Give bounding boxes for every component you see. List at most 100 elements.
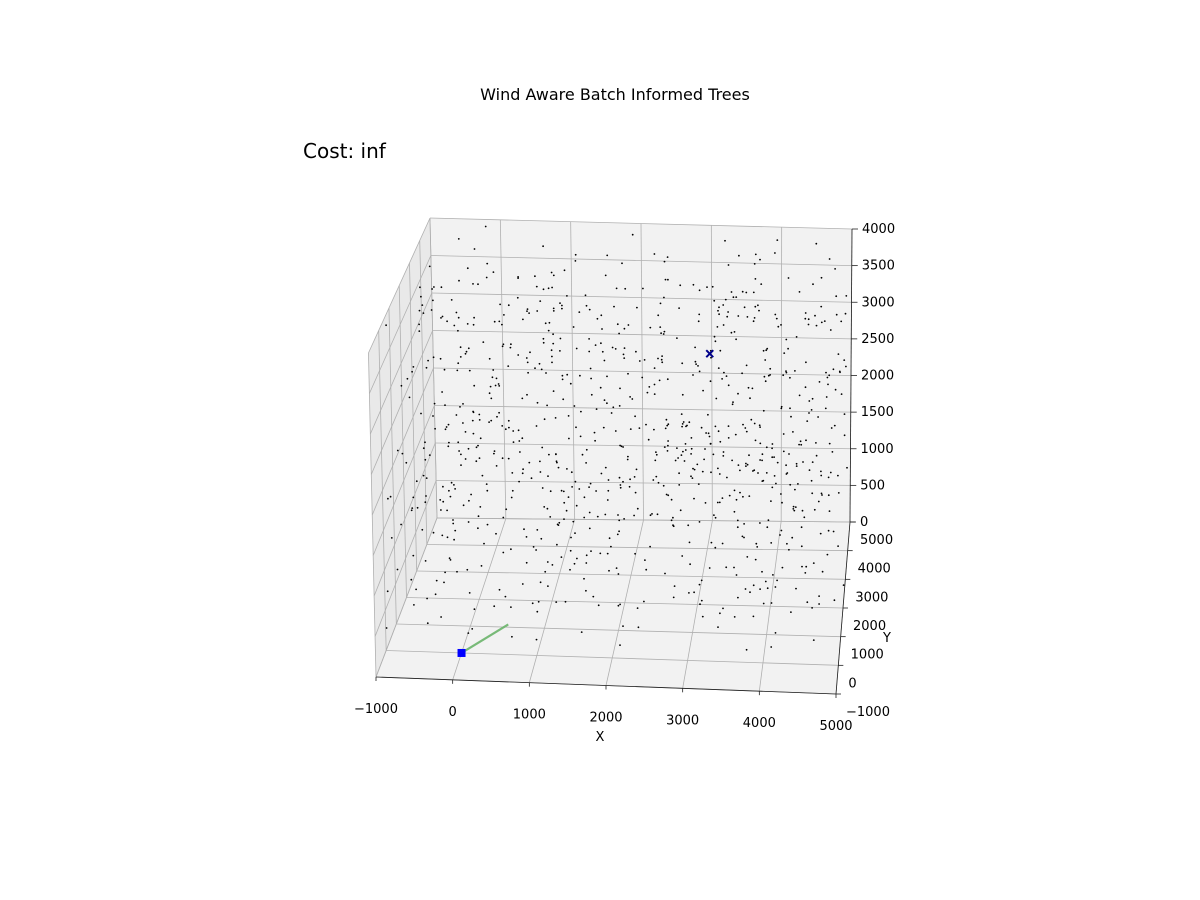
cost-annotation: Cost: inf [303,139,387,163]
sample-point [450,481,453,484]
sample-point [546,507,549,510]
sample-point [812,283,814,286]
sample-point [503,314,505,316]
sample-point [583,496,586,499]
sample-point [654,459,657,462]
sample-point [574,532,576,534]
sample-point [622,625,624,627]
sample-point [780,405,783,408]
sample-point [535,285,538,288]
sample-point [834,388,837,391]
sample-point [727,384,730,387]
sample-point [421,304,424,306]
sample-point [583,577,585,580]
sample-point [745,430,748,433]
sample-point [561,304,563,307]
sample-point [507,457,510,460]
sample-point [501,345,504,348]
sample-point [670,498,673,501]
sample-point [709,442,712,445]
sample-point [558,521,561,524]
sample-point [662,484,665,487]
sample-point [517,354,520,356]
sample-point [604,513,607,516]
sample-point [839,371,841,374]
sample-point [633,514,635,517]
sample-point [619,484,622,486]
sample-point [693,591,695,594]
grid-line-z-side [369,255,432,394]
sample-point [635,468,638,471]
sample-point [593,431,596,434]
sample-point [457,238,460,240]
sample-point [574,260,577,262]
sample-point [698,289,701,292]
grid-line-z-back [434,405,851,413]
sample-point [410,509,413,512]
sample-point [548,321,551,324]
sample-point [733,331,736,333]
sample-point [551,355,553,358]
sample-point [754,278,757,280]
sample-point [466,323,469,325]
sample-point [485,483,488,485]
sample-point [617,604,620,607]
sample-point [525,357,528,359]
sample-point [722,455,725,457]
sample-point [619,387,621,390]
sample-point [390,537,393,539]
sample-point [431,288,433,290]
sample-point [801,509,804,512]
sample-point [603,399,606,401]
sample-point [719,440,722,443]
sample-point [678,484,681,486]
sample-point [653,367,656,369]
sample-point [745,291,748,294]
sample-point [588,527,591,530]
sample-point [791,536,794,539]
sample-point [759,426,761,428]
sample-point [804,572,807,574]
sample-point [526,310,528,312]
sample-point [823,320,826,322]
sample-point [538,362,541,365]
sample-point [430,309,433,311]
sample-point [615,287,618,290]
y-tick-label: 0 [848,676,856,691]
sample-point [785,338,788,341]
sample-point [664,427,667,430]
z-tick-label: 1000 [861,442,894,457]
sample-point [516,296,519,299]
sample-point [770,646,773,648]
sample-point [688,421,691,424]
sample-point [462,403,464,405]
sample-point [638,360,641,362]
sample-point [779,534,781,536]
grid-line-z-side [370,330,433,475]
sample-point [531,602,534,605]
sample-point [629,396,631,398]
sample-point [428,454,431,456]
sample-points [385,225,848,651]
sample-point [623,518,625,520]
sample-point [821,494,823,496]
sample-point [468,369,471,372]
sample-point [594,344,597,346]
sample-point [808,400,811,402]
sample-point [549,490,552,493]
sample-point [819,532,822,535]
sample-point [427,359,429,362]
sample-point [718,501,721,504]
sample-point [782,450,785,453]
sample-point [581,453,584,456]
sample-point [618,476,621,479]
sample-point [769,374,771,376]
sample-point [780,407,783,410]
sample-point [566,468,568,470]
sample-point [432,299,434,302]
sample-point [440,509,442,511]
sample-point [534,275,536,278]
sample-point [722,451,725,453]
sample-point [559,337,562,340]
sample-point [761,453,764,456]
